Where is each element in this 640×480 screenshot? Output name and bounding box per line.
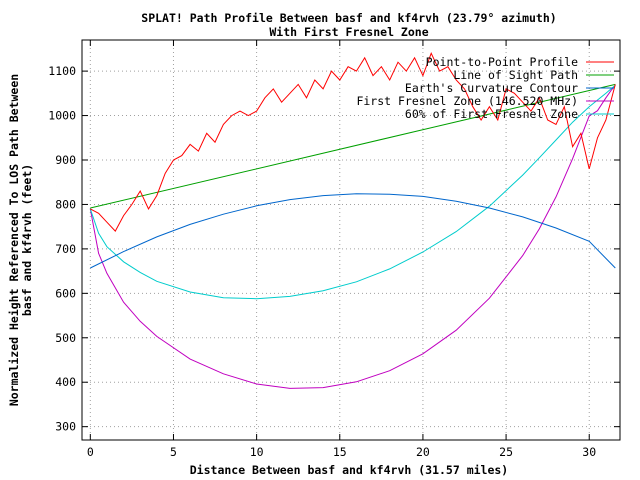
series-line-4 [89, 84, 616, 300]
y-tick-layer: 300 400 500 600 700 800 900 1000 1100 [48, 64, 620, 434]
x-tick-label: 20 [416, 445, 430, 459]
series-line-2 [90, 193, 616, 269]
chart-title: SPLAT! Path Profile Between basf and kf4… [141, 11, 556, 25]
x-tick-label: 0 [87, 445, 94, 459]
series-line-1 [90, 83, 616, 209]
y-tick-label: 400 [55, 375, 76, 389]
x-tick-label: 5 [170, 445, 177, 459]
x-tick-layer: 0 5 10 15 20 25 30 [87, 40, 596, 459]
x-axis-label: Distance Between basf and kf4rvh (31.57 … [190, 463, 509, 477]
legend-label: 60% of First Fresnel Zone [405, 107, 578, 121]
y-tick-label: 900 [55, 153, 76, 167]
x-tick-label: 10 [250, 445, 264, 459]
y-tick-label: 500 [55, 331, 76, 345]
plot-grid [82, 40, 620, 440]
legend-label: First Fresnel Zone (146.520 MHz) [356, 94, 578, 108]
y-tick-label: 300 [55, 420, 76, 434]
x-tick-label: 15 [333, 445, 347, 459]
legend-label: Point-to-Point Profile [426, 55, 578, 69]
y-axis-label-line1: Normalized Height Referenced To LOS Path… [7, 74, 21, 406]
y-tick-label: 700 [55, 242, 76, 256]
legend-label: Line of Sight Path [453, 68, 578, 82]
y-tick-label: 600 [55, 286, 76, 300]
series-line-3 [89, 84, 616, 389]
series-line-0 [90, 52, 616, 232]
legend-label: Earth's Curvature Contour [405, 81, 578, 95]
series-layer [89, 52, 616, 389]
y-tick-label: 1100 [48, 64, 76, 78]
y-tick-label: 1000 [48, 109, 76, 123]
y-axis-label-line2: basf and kf4rvh (feet) [20, 164, 34, 316]
chart-subtitle: With First Fresnel Zone [269, 25, 428, 39]
x-tick-label: 25 [499, 445, 513, 459]
y-tick-label: 800 [55, 197, 76, 211]
x-tick-label: 30 [582, 445, 596, 459]
plot-frame [81, 39, 621, 441]
